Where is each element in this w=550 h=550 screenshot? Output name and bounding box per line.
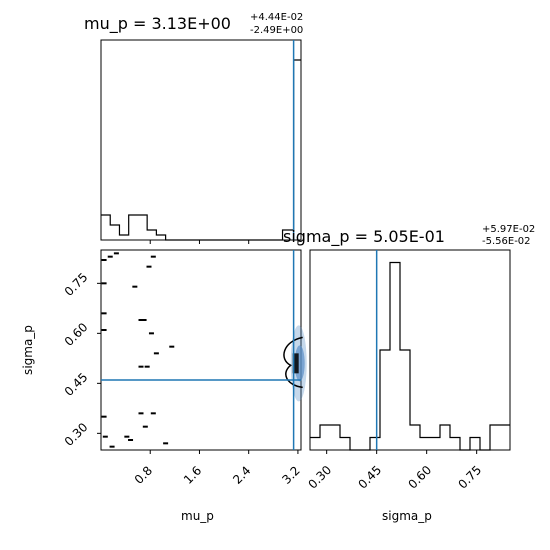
joint-sample-point xyxy=(150,255,156,258)
sigma-p-histogram-step xyxy=(310,261,510,451)
joint-sample-point xyxy=(101,312,107,315)
sigma-p-title-upper-error: +5.97E-02 xyxy=(482,224,536,235)
joint-sample-point xyxy=(169,345,175,348)
joint-sample-point xyxy=(109,445,115,448)
mu-p-title: mu_p = 3.13E+00 xyxy=(84,14,231,33)
joint-sample-point xyxy=(148,332,154,335)
sigma-p-title-lower-error: -5.56E-02 xyxy=(482,236,531,247)
joint-sample-point xyxy=(124,435,130,438)
y-axis-label-sigma-p: sigma_p xyxy=(20,325,35,375)
joint-sample-point xyxy=(101,415,107,418)
x-axis-label-sigma-p: sigma_p xyxy=(382,509,432,523)
joint-sample-point xyxy=(146,265,152,268)
joint-sample-point xyxy=(138,365,144,368)
joint-sample-point xyxy=(101,329,107,331)
joint-sample-point xyxy=(102,435,108,438)
joint-sample-point xyxy=(138,412,144,415)
mu-p-histogram-step xyxy=(101,59,301,241)
joint-sample-point xyxy=(128,439,134,441)
joint-sample-point xyxy=(107,255,113,258)
joint-sample-point xyxy=(132,285,138,288)
mu-p-title-upper-error: +4.44E-02 xyxy=(250,12,304,23)
joint-sample-point xyxy=(150,412,156,415)
x-axis-label-mu-p: mu_p xyxy=(181,509,214,523)
joint-sample-point xyxy=(101,259,107,261)
joint-sample-point xyxy=(142,425,148,428)
joint-density-contour xyxy=(283,336,303,389)
joint-density-core xyxy=(292,353,299,374)
joint-sample-point xyxy=(163,442,169,445)
joint-sample-point xyxy=(138,319,144,321)
joint-sample-point xyxy=(141,319,147,321)
sigma-p-title: sigma_p = 5.05E-01 xyxy=(283,227,445,246)
joint-sample-point xyxy=(153,352,159,355)
mu-p-histogram-panel xyxy=(100,39,302,244)
joint-sample-point xyxy=(144,365,150,368)
joint-scatter-panel: 0.8 1.6 2.4 3.2 0.300.450.600.75 xyxy=(62,249,307,487)
mu-p-title-lower-error: -2.49E+00 xyxy=(250,25,304,36)
joint-sample-point xyxy=(113,252,119,255)
joint-sample-point xyxy=(101,282,107,285)
